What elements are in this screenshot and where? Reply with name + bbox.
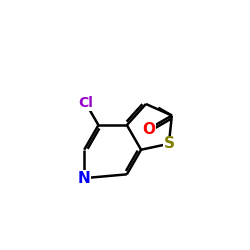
Text: N: N [78,171,90,186]
Text: S: S [164,136,174,151]
Text: Cl: Cl [78,96,93,110]
Text: O: O [142,122,155,136]
